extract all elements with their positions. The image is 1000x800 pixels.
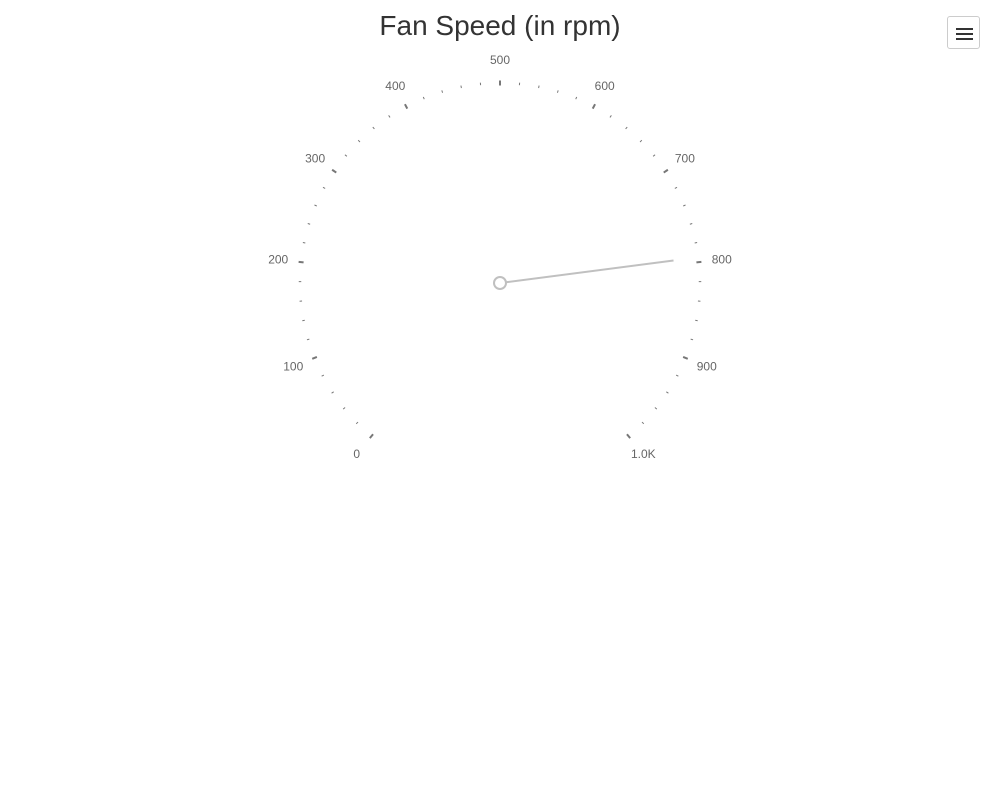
gauge-minor-tick [372, 126, 375, 130]
gauge-major-tick [311, 356, 318, 360]
gauge-minor-tick [344, 154, 348, 157]
gauge-pivot [493, 276, 507, 290]
gauge-minor-tick [302, 242, 306, 244]
gauge-tick-label: 500 [490, 53, 510, 67]
gauge-minor-tick [307, 223, 311, 225]
gauge-tick-label: 400 [385, 79, 405, 93]
gauge-minor-tick [556, 90, 559, 93]
gauge-needle [505, 259, 674, 284]
gauge-minor-tick [441, 90, 444, 93]
gauge-minor-tick [689, 223, 693, 225]
menu-bar-top [956, 28, 973, 30]
gauge-major-tick [591, 103, 596, 110]
gauge-minor-tick [639, 139, 643, 143]
gauge-minor-tick [355, 421, 359, 425]
gauge-minor-tick [342, 407, 346, 410]
gauge-needle-group [493, 259, 674, 290]
hamburger-menu-icon[interactable] [947, 16, 980, 49]
gauge-minor-tick [357, 139, 361, 143]
gauge-minor-tick [388, 115, 391, 118]
gauge-minor-tick [652, 154, 656, 157]
gauge-major-tick [696, 260, 702, 264]
gauge-tick-label: 300 [305, 151, 325, 165]
gauge-minor-tick [666, 391, 669, 394]
menu-bar-middle [956, 33, 973, 35]
gauge-major-tick [663, 168, 669, 174]
gauge-minor-tick [654, 407, 658, 410]
gauge-ticks [298, 80, 702, 439]
gauge-minor-tick [683, 204, 686, 207]
gauge-minor-tick [575, 96, 578, 100]
gauge-tick-label: 0 [353, 447, 360, 461]
gauge-tick-label: 800 [712, 253, 732, 267]
menu-bar-bottom [956, 38, 973, 40]
gauge-minor-tick [625, 126, 628, 130]
gauge-minor-tick [694, 242, 698, 244]
gauge-major-tick [369, 433, 374, 439]
gauge-minor-tick [674, 186, 678, 189]
gauge-tick-label: 1.0K [631, 447, 656, 461]
gauge-minor-tick [306, 338, 310, 341]
gauge-tick-label: 900 [697, 360, 717, 374]
gauge-minor-tick [422, 96, 425, 100]
gauge-minor-tick [690, 338, 694, 341]
gauge-minor-tick [641, 421, 645, 425]
gauge-tick-label: 100 [283, 360, 303, 374]
gauge-minor-tick [322, 186, 326, 189]
gauge-minor-tick [609, 115, 612, 118]
gauge-tick-label: 700 [675, 151, 695, 165]
gauge-minor-tick [314, 204, 317, 207]
gauge-tick-label: 200 [268, 253, 288, 267]
gauge-major-tick [298, 260, 304, 264]
gauge-tick-label: 600 [595, 79, 615, 93]
gauge-major-tick [682, 356, 689, 360]
gauge-major-tick [626, 433, 631, 439]
gauge-minor-tick [675, 374, 679, 377]
gauge-tick-labels: 0 100 200 300 400 500 600 700 800 900 1.0K [268, 53, 732, 461]
gauge-minor-tick [331, 391, 334, 394]
gauge-major-tick [404, 103, 409, 110]
gauge-minor-tick [321, 374, 325, 377]
chart-title: Fan Speed (in rpm) [379, 10, 621, 41]
gauge-major-tick [331, 168, 337, 174]
